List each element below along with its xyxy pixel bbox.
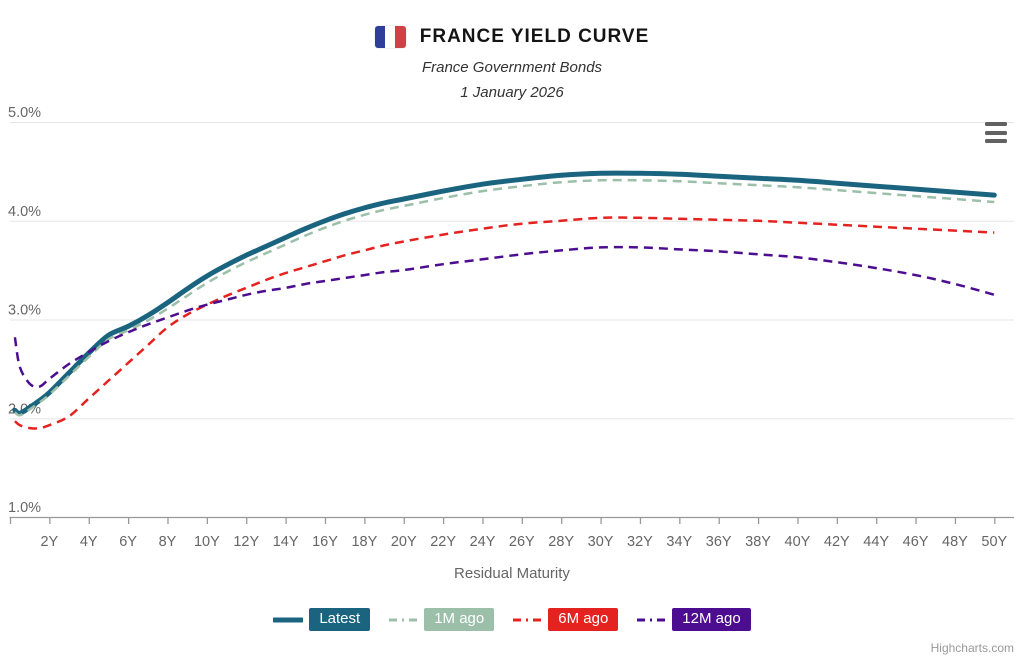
x-axis-label: 34Y <box>666 534 692 550</box>
legend-label: Latest <box>309 608 371 631</box>
flag-red-stripe <box>395 26 406 48</box>
legend-item-1m-ago[interactable]: 1M ago <box>388 608 495 631</box>
x-axis-label: 26Y <box>509 534 535 550</box>
legend-label: 6M ago <box>548 608 619 631</box>
y-axis-label: 4.0% <box>8 204 41 220</box>
x-axis-label: 48Y <box>942 534 968 550</box>
x-axis-label: 40Y <box>785 534 811 550</box>
x-axis-label: 6Y <box>119 534 137 550</box>
legend-item-6m-ago[interactable]: 6M ago <box>512 608 619 631</box>
legend-item-latest[interactable]: Latest <box>273 608 371 631</box>
legend-line-sample-icon <box>389 618 418 621</box>
x-axis-title: Residual Maturity <box>454 565 570 582</box>
x-axis-label: 24Y <box>470 534 496 550</box>
flag-blue-stripe <box>374 26 386 48</box>
series-line-6m-ago <box>14 216 995 430</box>
x-axis-label: 4Y <box>80 534 98 550</box>
x-axis-label: 28Y <box>548 534 574 550</box>
legend-item-12m-ago[interactable]: 12M ago <box>636 608 751 631</box>
chart-date: 1 January 2026 <box>460 84 564 101</box>
y-axis-label: 3.0% <box>8 303 41 319</box>
series-line-latest <box>12 170 997 416</box>
x-axis-label: 50Y <box>981 534 1007 550</box>
x-axis-label: 16Y <box>312 534 338 550</box>
y-axis-label: 5.0% <box>8 105 41 121</box>
legend-label: 1M ago <box>424 608 495 631</box>
hamburger-menu-icon <box>985 130 1007 135</box>
x-axis-label: 14Y <box>273 534 299 550</box>
x-axis-label: 44Y <box>863 534 889 550</box>
highcharts-credits-link[interactable]: Highcharts.com <box>930 641 1014 655</box>
chart-header: FRANCE YIELD CURVE France Government Bon… <box>0 22 1024 101</box>
series-line-1m-ago <box>14 178 995 417</box>
x-axis-label: 2Y <box>40 534 58 550</box>
x-axis-label: 38Y <box>745 534 771 550</box>
y-axis-label: 1.0% <box>8 500 41 516</box>
x-axis-label: 12Y <box>233 534 259 550</box>
hamburger-menu-icon <box>985 139 1007 143</box>
series-line-12m-ago <box>13 245 995 389</box>
france-flag-icon <box>374 26 406 48</box>
x-axis-label: 36Y <box>706 534 732 550</box>
legend-label: 12M ago <box>672 608 751 631</box>
chart-title: FRANCE YIELD CURVE <box>419 26 650 47</box>
x-axis-label: 42Y <box>824 534 850 550</box>
x-axis-label: 46Y <box>903 534 929 550</box>
flag-white-stripe <box>385 26 396 48</box>
x-axis-label: 20Y <box>391 534 417 550</box>
x-axis-label: 8Y <box>159 534 177 550</box>
x-axis-label: 18Y <box>351 534 377 550</box>
legend-line-sample-icon <box>513 618 542 621</box>
x-axis-label: 22Y <box>430 534 456 550</box>
x-axis-label: 30Y <box>588 534 614 550</box>
legend-line-sample-icon <box>637 618 666 621</box>
chart-legend: Latest 1M ago 6M ago 12M ago <box>0 608 1024 631</box>
chart-subtitle: France Government Bonds <box>421 59 603 76</box>
x-axis-label: 10Y <box>194 534 220 550</box>
hamburger-menu-icon <box>985 122 1007 126</box>
legend-line-sample-icon <box>273 617 304 622</box>
chart-context-menu-button[interactable] <box>985 122 1009 143</box>
x-axis-label: 32Y <box>627 534 653 550</box>
